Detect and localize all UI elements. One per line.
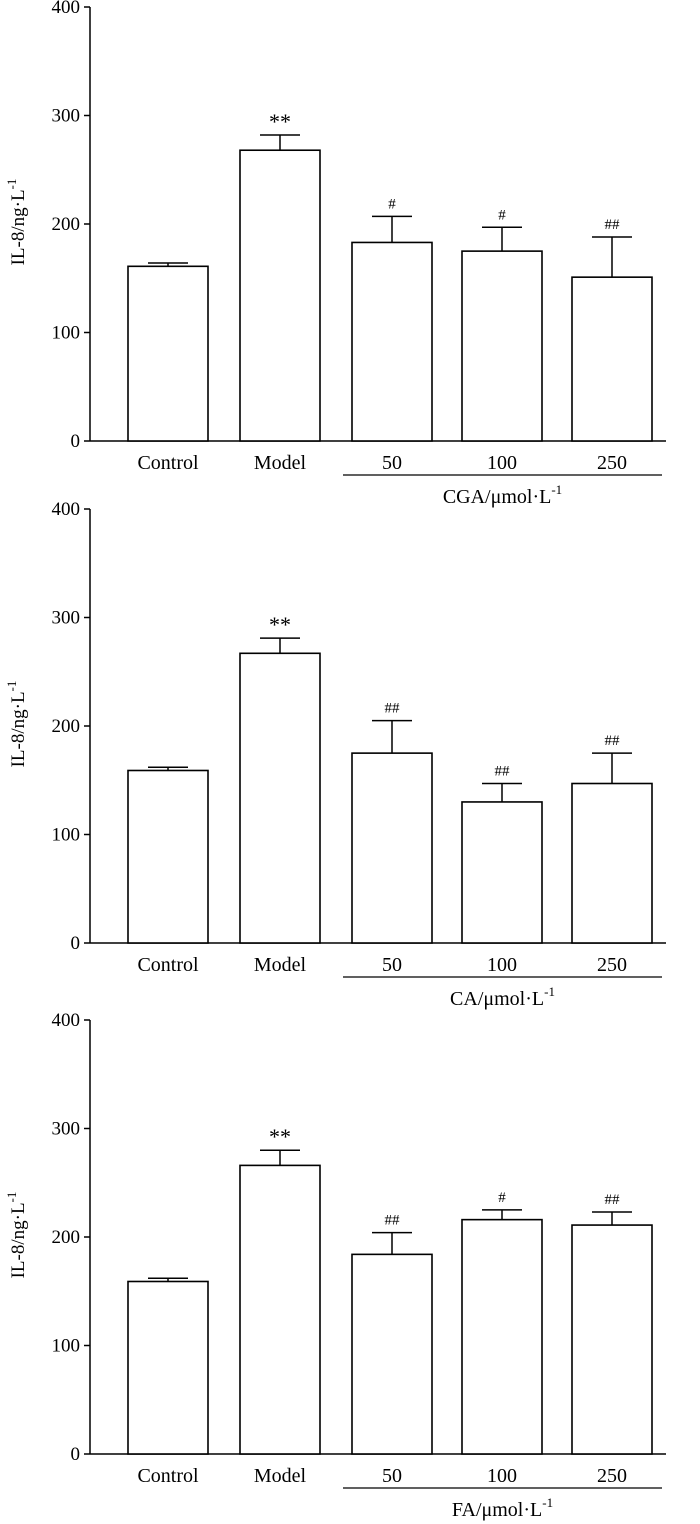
y-tick-label: 300 bbox=[52, 106, 81, 127]
x-tick-label: Control bbox=[137, 452, 199, 474]
significance-mark: ## bbox=[385, 1213, 401, 1229]
y-tick-label: 0 bbox=[71, 431, 81, 452]
bar bbox=[351, 241, 433, 442]
y-tick-label: 100 bbox=[52, 825, 81, 846]
x-tick-label: 50 bbox=[382, 954, 402, 976]
bar bbox=[461, 1218, 543, 1455]
x-tick-label: 250 bbox=[597, 954, 627, 976]
x-tick-label: 100 bbox=[487, 954, 517, 976]
bar bbox=[351, 752, 433, 944]
y-tick-label: 200 bbox=[52, 716, 81, 737]
y-tick-label: 100 bbox=[52, 323, 81, 344]
y-axis-label: IL-8/ng·L-1 bbox=[4, 1192, 29, 1279]
x-tick-label: 250 bbox=[597, 1465, 627, 1487]
x-tick-label: Model bbox=[254, 954, 307, 976]
bar bbox=[127, 265, 209, 442]
significance-mark: ## bbox=[385, 701, 401, 717]
x-tick-label: Control bbox=[137, 954, 199, 976]
y-axis-label: IL-8/ng·L-1 bbox=[4, 681, 29, 768]
bar bbox=[127, 769, 209, 944]
group-label: CGA/μmol·L-1 bbox=[443, 482, 562, 508]
bar bbox=[571, 782, 653, 944]
significance-mark: ** bbox=[269, 109, 291, 134]
x-tick-label: Model bbox=[254, 1465, 307, 1487]
y-axis-label: IL-8/ng·L-1 bbox=[4, 179, 29, 266]
significance-mark: ** bbox=[269, 612, 291, 637]
x-tick-label: 50 bbox=[382, 452, 402, 474]
significance-mark: ## bbox=[605, 217, 621, 233]
y-tick-label: 400 bbox=[52, 499, 81, 520]
x-tick-label: 100 bbox=[487, 1465, 517, 1487]
y-tick-label: 100 bbox=[52, 1336, 81, 1357]
bar bbox=[351, 1253, 433, 1455]
chart-panel-3: 0100200300400IL-8/ng·L-1Control**Model##… bbox=[4, 1010, 666, 1521]
x-tick-label: 100 bbox=[487, 452, 517, 474]
y-tick-label: 400 bbox=[52, 0, 81, 18]
significance-mark: # bbox=[498, 207, 506, 223]
significance-mark: ** bbox=[269, 1124, 291, 1149]
x-tick-label: Model bbox=[254, 452, 307, 474]
y-tick-label: 0 bbox=[71, 933, 81, 954]
bar bbox=[571, 1224, 653, 1455]
significance-mark: ## bbox=[605, 733, 621, 749]
y-tick-label: 400 bbox=[52, 1010, 81, 1031]
bar bbox=[239, 1164, 321, 1455]
significance-mark: ## bbox=[495, 764, 511, 780]
significance-mark: # bbox=[498, 1190, 506, 1206]
bar bbox=[461, 801, 543, 944]
significance-mark: # bbox=[388, 196, 396, 212]
x-tick-label: 50 bbox=[382, 1465, 402, 1487]
significance-mark: ## bbox=[605, 1192, 621, 1208]
x-tick-label: 250 bbox=[597, 452, 627, 474]
chart-panel-2: 0 100 200 300 400 IL-8/ng·L-1 Control ** Model ##… bbox=[4, 499, 666, 1010]
y-tick-label: 200 bbox=[52, 214, 81, 235]
group-label: CA/μmol·L-1 bbox=[450, 984, 555, 1010]
group-label: FA/μmol·L-1 bbox=[452, 1495, 553, 1521]
bar bbox=[461, 250, 543, 442]
y-tick-label: 300 bbox=[52, 1119, 81, 1140]
bar bbox=[127, 1280, 209, 1455]
y-tick-label: 300 bbox=[52, 608, 81, 629]
x-tick-label: Control bbox=[137, 1465, 199, 1487]
bar bbox=[239, 149, 321, 442]
bar bbox=[571, 276, 653, 442]
chart-panel-1: 0 100 200 300 400 IL-8/ng·L-1 Control ** Model #5… bbox=[4, 0, 666, 508]
bar bbox=[239, 652, 321, 944]
y-tick-label: 0 bbox=[71, 1444, 81, 1465]
y-tick-label: 200 bbox=[52, 1227, 81, 1248]
